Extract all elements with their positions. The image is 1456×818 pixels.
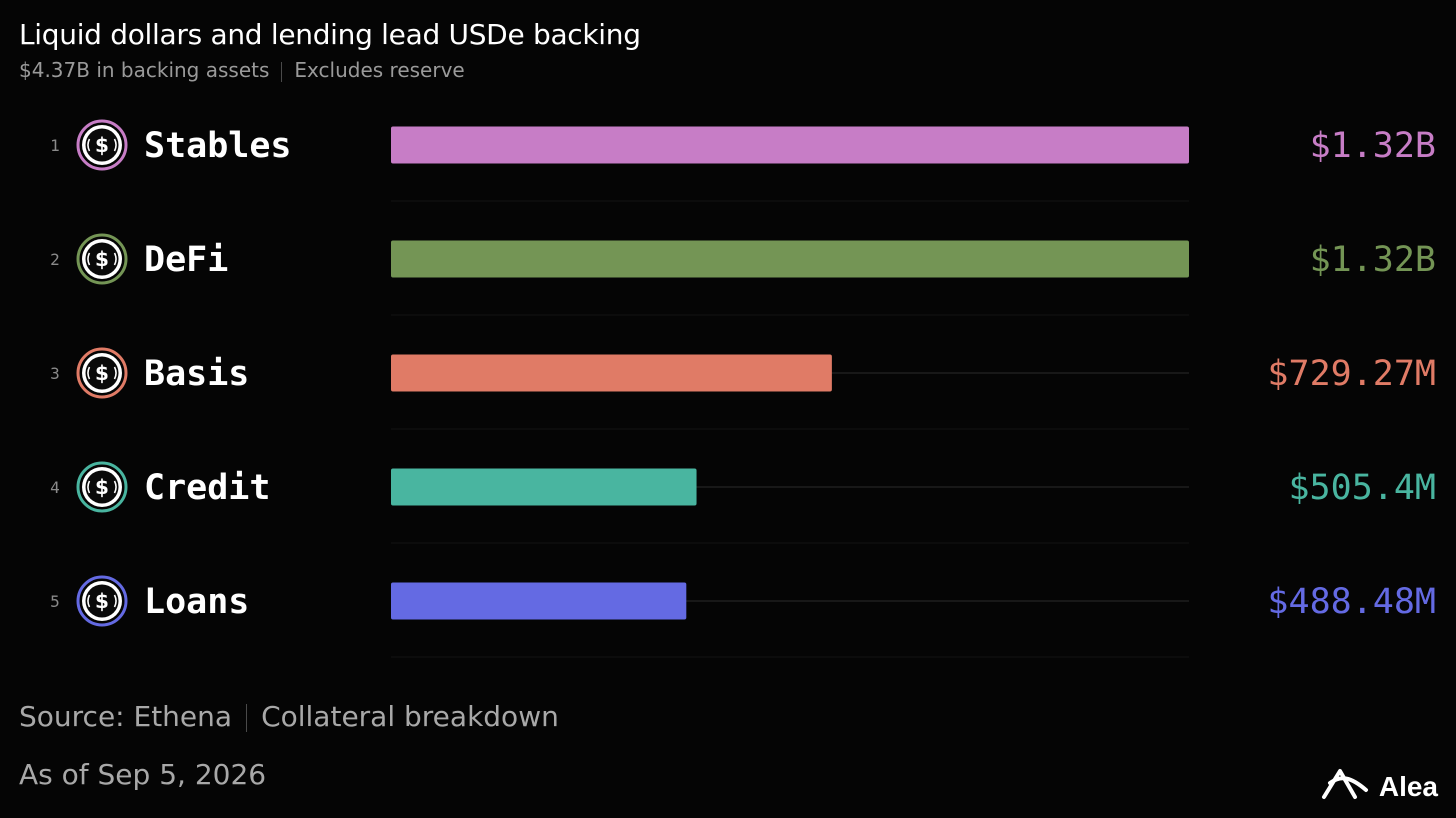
bar-stables — [391, 126, 1189, 164]
chart-title: Liquid dollars and lending lead USDe bac… — [19, 18, 641, 51]
brand-logo: Alea — [1321, 766, 1438, 807]
category-label: Stables — [144, 126, 292, 166]
rank-label: 1 — [50, 136, 60, 155]
category-label: Credit — [144, 468, 270, 508]
rank-label: 2 — [50, 250, 60, 269]
bar-chart: 1 $ Stables $1.32B 2 $ DeFi $1.32B 3 $ Basis $729.2… — [50, 119, 1436, 658]
subtitle-note: Excludes reserve — [294, 58, 465, 82]
svg-text:$: $ — [95, 361, 109, 385]
svg-text:$: $ — [95, 475, 109, 499]
dollar-coin-icon: $ — [76, 461, 128, 513]
bar-defi — [391, 240, 1189, 278]
rank-label: 5 — [50, 592, 60, 611]
rank-label: 3 — [50, 364, 60, 383]
subtitle-divider — [281, 61, 283, 82]
category-label: Loans — [144, 582, 249, 622]
brand-name: Alea — [1378, 770, 1438, 802]
dollar-coin-icon: $ — [76, 347, 128, 399]
value-label: $505.4M — [1288, 468, 1436, 508]
bar-loans — [391, 582, 687, 620]
alea-logo-icon — [1321, 766, 1369, 807]
value-label: $1.32B — [1310, 240, 1436, 280]
value-label: $488.48M — [1267, 582, 1436, 622]
svg-text:$: $ — [95, 133, 109, 157]
value-label: $729.27M — [1267, 354, 1436, 394]
bar-basis — [391, 354, 832, 392]
source-label: Source: Ethena — [19, 700, 233, 733]
source-detail: Collateral breakdown — [261, 700, 559, 733]
dollar-coin-icon: $ — [76, 575, 128, 627]
dollar-coin-icon: $ — [76, 233, 128, 285]
svg-text:$: $ — [95, 589, 109, 613]
value-label: $1.32B — [1310, 126, 1436, 166]
dollar-coin-icon: $ — [76, 119, 128, 171]
chart-subtitle: $4.37B in backing assets Excludes reserve — [19, 58, 465, 82]
source-divider — [246, 704, 248, 732]
footer-source: Source: Ethena Collateral breakdown — [19, 700, 559, 733]
subtitle-total: $4.37B in backing assets — [19, 58, 270, 82]
category-label: DeFi — [144, 240, 228, 280]
as-of-date: As of Sep 5, 2026 — [19, 758, 267, 791]
bar-credit — [391, 468, 697, 506]
category-label: Basis — [144, 354, 249, 394]
rank-label: 4 — [50, 478, 60, 497]
svg-text:$: $ — [95, 247, 109, 271]
